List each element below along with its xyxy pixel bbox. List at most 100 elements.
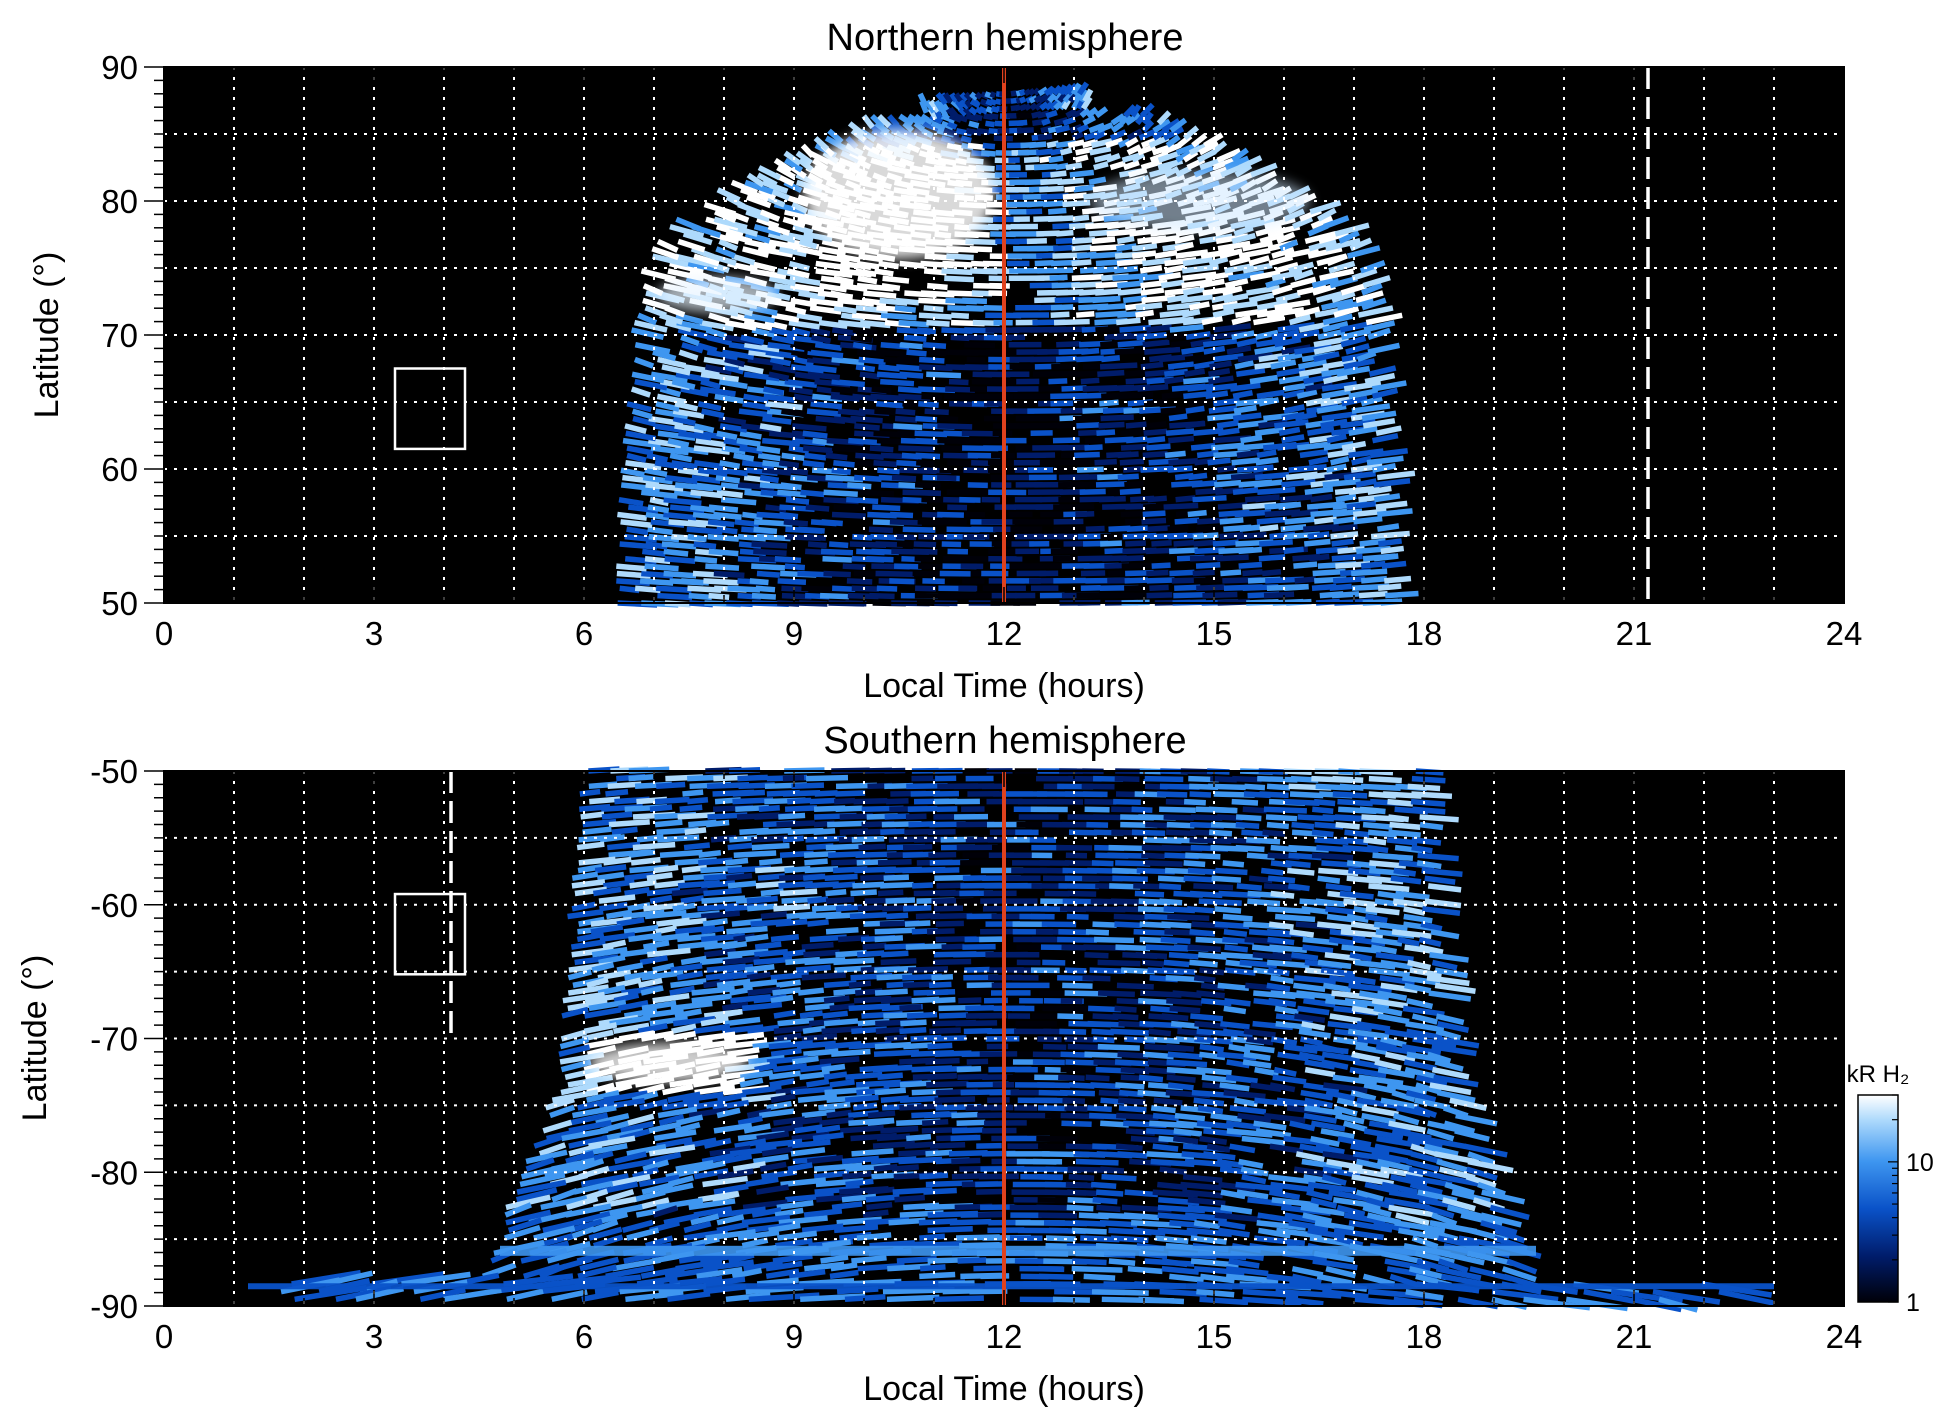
emission-streak — [779, 511, 799, 520]
emission-streak — [978, 106, 989, 115]
emission-streak — [1187, 509, 1207, 518]
emission-streak — [663, 1212, 699, 1226]
emission-streak — [822, 1239, 852, 1249]
emission-streak — [1231, 798, 1259, 806]
emission-streak — [974, 91, 983, 100]
emission-streak — [1267, 936, 1295, 946]
emission-streak — [693, 253, 720, 267]
emission-streak — [842, 1170, 872, 1180]
emission-streak — [1084, 806, 1110, 813]
emission-streak — [1256, 516, 1288, 525]
colorbar-ticks: 110 — [1888, 1094, 1934, 1317]
emission-streak — [641, 1182, 673, 1195]
emission-streak — [576, 931, 605, 943]
emission-streak — [942, 260, 973, 268]
emission-streak — [568, 1142, 603, 1157]
emission-streak — [1182, 1174, 1223, 1184]
emission-streak — [1328, 936, 1355, 946]
emission-streak — [964, 99, 973, 109]
emission-streak — [1113, 265, 1139, 274]
emission-streak — [1298, 1051, 1325, 1062]
emission-streak — [602, 939, 627, 950]
emission-streak — [1413, 1105, 1437, 1118]
emission-streak — [1258, 554, 1286, 562]
emission-streak — [1131, 151, 1145, 163]
emission-streak — [1069, 1082, 1095, 1089]
emission-streak — [1033, 163, 1058, 171]
emission-streak — [875, 570, 915, 578]
emission-streak — [1150, 1105, 1176, 1114]
emission-streak — [544, 1096, 575, 1111]
emission-streak — [1249, 374, 1279, 385]
emission-streak — [1356, 350, 1377, 363]
emission-streak — [1380, 1166, 1424, 1180]
emission-streak — [659, 1182, 694, 1195]
emission-streak — [1259, 539, 1293, 547]
emission-streak — [716, 187, 741, 203]
emission-streak — [934, 867, 960, 874]
emission-streak — [835, 790, 866, 797]
emission-streak — [1167, 361, 1195, 370]
emission-streak — [836, 253, 861, 263]
emission-streak — [1358, 990, 1390, 1001]
emission-streak — [1166, 1043, 1195, 1052]
emission-streak — [857, 275, 878, 285]
emission-streak — [1096, 1204, 1121, 1213]
emission-streak — [1105, 152, 1121, 163]
emission-streak — [1058, 1074, 1085, 1081]
emission-streak — [1026, 201, 1044, 208]
emission-streak — [744, 179, 774, 195]
emission-streak — [739, 430, 762, 440]
emission-streak — [1202, 338, 1238, 348]
emission-streak — [1161, 118, 1181, 134]
x-tick-label: 24 — [1826, 1318, 1863, 1355]
emission-streak — [936, 519, 967, 526]
emission-streak — [713, 1183, 749, 1195]
emission-streak — [1238, 546, 1263, 555]
emission-streak — [675, 371, 710, 383]
emission-streak — [649, 1015, 689, 1027]
emission-streak — [721, 940, 748, 950]
emission-streak — [861, 114, 875, 130]
emission-streak — [700, 910, 740, 920]
emission-streak — [1175, 495, 1196, 503]
emission-streak — [1403, 1059, 1437, 1072]
emission-streak — [922, 578, 945, 585]
emission-streak — [1391, 929, 1432, 939]
emission-streak — [1049, 274, 1068, 282]
emission-streak — [908, 966, 949, 973]
emission-streak — [906, 1133, 932, 1142]
emission-streak — [1427, 883, 1462, 893]
emission-streak — [1026, 208, 1043, 215]
emission-streak — [802, 430, 828, 439]
emission-streak — [1363, 837, 1387, 846]
emission-streak — [1099, 1219, 1138, 1228]
emission-streak — [1424, 1204, 1455, 1219]
emission-streak — [1010, 90, 1018, 97]
emission-streak — [599, 834, 626, 843]
box-marker — [393, 892, 467, 976]
emission-streak — [924, 408, 949, 416]
emission-streak — [582, 826, 612, 835]
emission-streak — [592, 1234, 624, 1249]
emission-streak — [1397, 1227, 1447, 1242]
emission-streak — [790, 342, 812, 352]
emission-streak — [1202, 1151, 1236, 1161]
emission-streak — [672, 408, 705, 419]
emission-streak — [545, 1127, 586, 1142]
emission-streak — [1429, 952, 1469, 963]
emission-streak — [1059, 459, 1088, 466]
emission-streak — [1124, 1189, 1159, 1198]
emission-streak — [591, 946, 628, 958]
emission-streak — [1293, 561, 1318, 569]
emission-streak — [1436, 1158, 1468, 1173]
emission-streak — [708, 548, 739, 557]
emission-streak — [818, 246, 847, 257]
emission-streak — [1216, 1158, 1244, 1169]
emission-streak — [1418, 944, 1444, 955]
emission-streak — [1271, 269, 1303, 281]
emission-streak — [677, 238, 706, 253]
emission-streak — [770, 1093, 796, 1103]
emission-streak — [1193, 883, 1234, 891]
emission-streak — [1159, 898, 1183, 906]
